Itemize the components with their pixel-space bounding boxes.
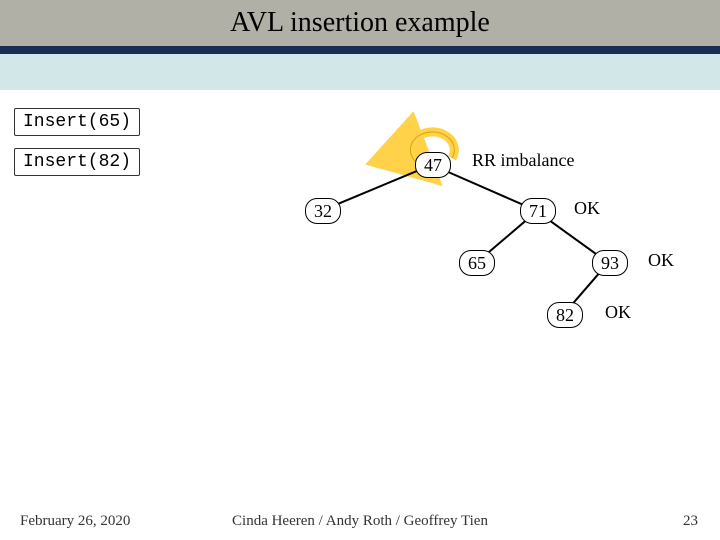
tree-node: 93 [592,250,628,276]
tree-node: 32 [305,198,341,224]
tree-edge [445,170,523,205]
operation-box: Insert(65) [14,108,140,136]
slide-title: AVL insertion example [230,7,490,39]
navy-bar [0,46,720,54]
tree-edge [549,219,598,255]
teal-band [0,54,720,90]
footer-page: 23 [683,513,698,530]
annotation-label: OK [605,302,631,323]
annotation-label: RR imbalance [472,150,574,171]
tree-edge [487,220,526,254]
footer-credit: Cinda Heeren / Andy Roth / Geoffrey Tien [0,513,720,530]
annotation-label: OK [648,250,674,271]
tree-node: 82 [547,302,583,328]
operation-box: Insert(82) [14,148,140,176]
tree-edge [573,274,600,304]
tree-node: 47 [415,152,451,178]
tree-node: 65 [459,250,495,276]
title-band: AVL insertion example [0,0,720,46]
annotation-label: OK [574,198,600,219]
tree-node: 71 [520,198,556,224]
tree-edge [336,170,419,206]
